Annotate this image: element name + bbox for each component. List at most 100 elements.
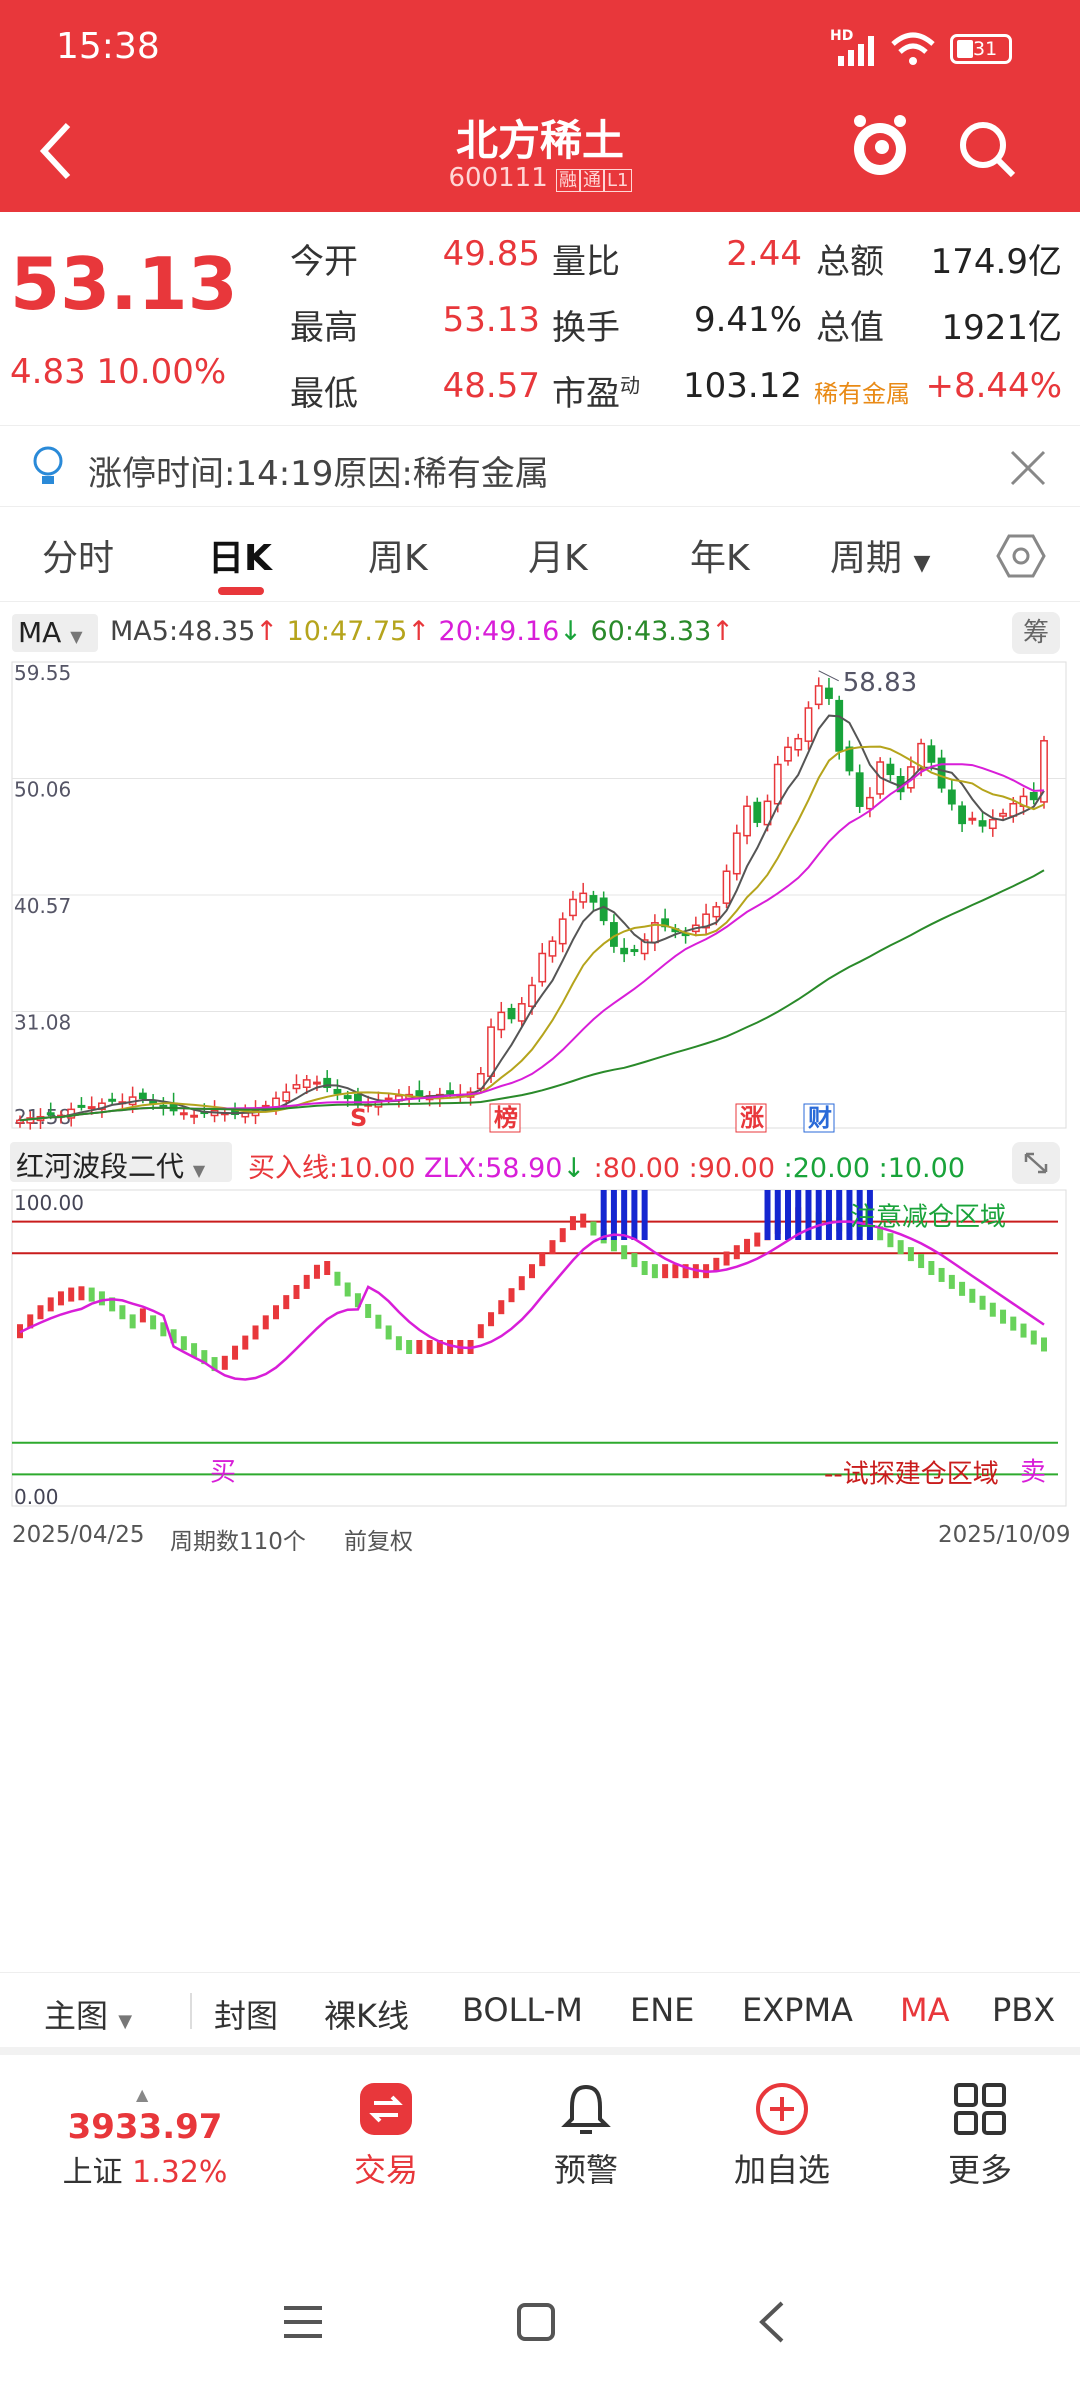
trade-button[interactable]: 交易	[318, 2081, 454, 2191]
oscillator-bar	[641, 1261, 648, 1275]
oscillator-bar	[98, 1291, 105, 1306]
tab-daily[interactable]: 日K	[208, 538, 272, 579]
back-nav-icon[interactable]	[756, 2300, 786, 2344]
oscillator-bar	[365, 1303, 372, 1318]
candle	[1040, 740, 1048, 803]
back-icon[interactable]	[36, 119, 76, 183]
candle	[958, 805, 967, 825]
candle	[1009, 803, 1018, 817]
oscillator-bar	[150, 1315, 157, 1330]
sector-name[interactable]: 稀有金属	[814, 380, 910, 408]
close-icon[interactable]	[1010, 450, 1046, 486]
up-arrow-icon: ↑	[711, 616, 734, 647]
warning-column	[641, 1190, 648, 1240]
ind-tab-naked-k[interactable]: 裸K线	[324, 1997, 409, 2035]
candle	[917, 742, 926, 771]
alert-button[interactable]: 预警	[518, 2081, 654, 2191]
status-time: 15:38	[56, 26, 160, 67]
ma60-line	[19, 869, 1045, 1122]
oscillator-bar	[672, 1264, 679, 1279]
oscillator-bar	[877, 1226, 884, 1241]
ind-tab-boll[interactable]: BOLL-M	[462, 1991, 583, 2029]
ind-tab-ene[interactable]: ENE	[630, 1991, 695, 2029]
oscillator-bar	[221, 1355, 228, 1370]
sector-change[interactable]: +8.44%	[925, 366, 1063, 406]
search-icon[interactable]	[955, 117, 1019, 181]
oscillator-bar	[109, 1297, 116, 1312]
menu-icon[interactable]	[282, 2304, 324, 2340]
oscillator-bar	[539, 1252, 546, 1267]
oscillator-bar	[938, 1267, 945, 1282]
tab-period-dropdown[interactable]: 周期 ▼	[830, 538, 931, 579]
tab-monthly[interactable]: 月K	[528, 538, 588, 579]
level-values-bottom: :20.00 :10.00	[783, 1153, 965, 1184]
candle	[947, 789, 956, 805]
indicator-svg[interactable]: 100.00 0.00 注意减仓区域 --试探建仓区域 买 卖	[0, 1186, 1080, 1516]
value-market-cap: 1921亿	[941, 308, 1062, 348]
tab-weekly[interactable]: 周K	[368, 538, 428, 579]
warning-column	[866, 1190, 873, 1240]
settings-hex-icon[interactable]	[996, 533, 1046, 579]
candle	[845, 746, 854, 772]
badge-rong: 融	[556, 169, 581, 192]
oscillator-bar	[682, 1264, 689, 1279]
index-widget[interactable]: 3933.97 上证 1.32%	[0, 2107, 290, 2191]
main-chart-dropdown[interactable]: 主图 ▼	[44, 1997, 133, 2035]
candle	[87, 1106, 96, 1110]
ind-tab-expma[interactable]: EXPMA	[742, 1991, 853, 2029]
candle	[487, 1026, 495, 1077]
expand-button[interactable]	[1012, 1142, 1060, 1184]
ma20-line	[19, 763, 1045, 1122]
adjust-mode[interactable]: 前复权	[344, 1529, 413, 1555]
home-icon[interactable]	[516, 2302, 556, 2342]
candle	[302, 1079, 311, 1089]
ind-tab-fengtu[interactable]: 封图	[214, 1997, 279, 2035]
down-arrow-icon: ↓	[562, 1153, 586, 1184]
oscillator-bar	[948, 1274, 955, 1289]
stock-name: 北方稀土	[455, 116, 624, 165]
add-watchlist-button[interactable]: 加自选	[714, 2081, 850, 2191]
mascot-icon[interactable]	[848, 109, 912, 181]
value-turnover: 9.41%	[693, 300, 802, 340]
tab-yearly[interactable]: 年K	[690, 538, 750, 579]
candle	[333, 1088, 342, 1095]
label-market-cap: 总值	[816, 308, 884, 348]
warning-column	[815, 1190, 822, 1240]
oscillator-bar	[303, 1274, 310, 1289]
limit-up-notice[interactable]: 涨停时间:14:19原因:稀有金属	[0, 425, 1080, 507]
oscillator-bar	[273, 1305, 279, 1320]
candle	[804, 707, 813, 742]
oscillator-bar	[580, 1213, 587, 1228]
candle	[835, 699, 844, 752]
chip-distribution-button[interactable]: 筹	[1012, 612, 1060, 654]
warning-column	[856, 1190, 863, 1240]
level-values-top: :80.00 :90.00	[593, 1153, 776, 1184]
y-tick-label: 31.08	[14, 1011, 71, 1035]
ind-tab-ma[interactable]: MA	[900, 1991, 950, 2029]
ind-tab-pbx[interactable]: PBX	[992, 1991, 1056, 2029]
warning-column	[764, 1190, 771, 1240]
warning-column	[836, 1190, 843, 1240]
indicator-bottom-label: 0.00	[14, 1485, 59, 1509]
oscillator-bar	[1020, 1323, 1027, 1338]
oscillator-bar	[119, 1305, 126, 1320]
up-arrow-icon: ↑	[255, 616, 278, 647]
lightbulb-icon	[33, 446, 63, 484]
tab-intraday[interactable]: 分时	[42, 538, 115, 579]
oscillator-bar	[569, 1216, 576, 1231]
event-marker: 财	[808, 1104, 832, 1132]
more-button[interactable]: 更多	[912, 2081, 1048, 2191]
candle	[589, 895, 598, 903]
candle	[784, 746, 792, 762]
oscillator-bar	[549, 1240, 556, 1255]
indicator-top-label: 100.00	[14, 1191, 84, 1215]
warning-column	[846, 1190, 853, 1240]
indicator-selector[interactable]: 红河波段二代 ▼	[10, 1142, 232, 1183]
oscillator-bar	[160, 1322, 167, 1337]
ma-selector[interactable]: MA ▼	[12, 614, 98, 652]
value-turnover-amount: 174.9亿	[930, 242, 1062, 282]
warning-column	[774, 1190, 781, 1240]
warning-column	[795, 1190, 802, 1240]
peak-label: 58.83	[843, 668, 917, 698]
